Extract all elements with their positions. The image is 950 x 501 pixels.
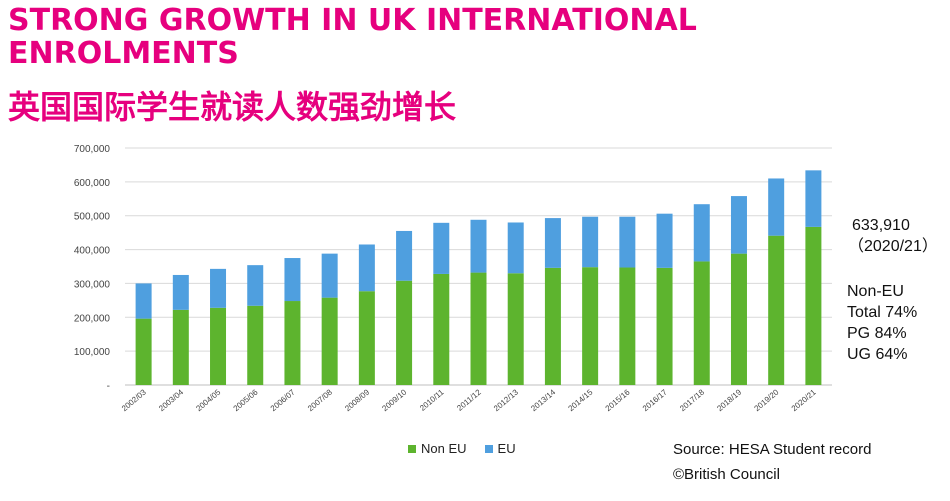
x-tick-label: 2010/11 <box>418 387 446 412</box>
y-tick-label: 600,000 <box>74 178 111 189</box>
noneu-heading: Non-EU <box>847 283 904 300</box>
x-tick-label: 2015/16 <box>604 387 632 413</box>
y-tick-label: 100,000 <box>74 347 111 358</box>
bar-non-eu <box>321 297 338 385</box>
bar-non-eu <box>544 267 561 385</box>
bar-non-eu <box>135 318 152 385</box>
copyright-note: ©British Council <box>673 466 780 483</box>
bar-non-eu <box>656 267 673 385</box>
non-eu-swatch <box>408 444 416 453</box>
bar-non-eu <box>693 261 710 385</box>
bar-non-eu <box>358 291 375 385</box>
x-tick-label: 2017/18 <box>678 387 706 413</box>
bar-non-eu <box>805 226 822 385</box>
bar-eu <box>284 258 301 302</box>
eu-swatch <box>484 444 493 453</box>
x-tick-label: 2013/14 <box>529 387 557 413</box>
bar-non-eu <box>619 267 636 385</box>
x-tick-label: 2012/13 <box>492 387 520 413</box>
bar-eu <box>544 218 561 268</box>
bar-eu <box>247 265 264 306</box>
x-tick-label: 2019/20 <box>753 387 781 413</box>
bar-eu <box>656 213 673 268</box>
bar-non-eu <box>210 307 227 385</box>
legend-item-non-eu: Non EU <box>408 441 467 456</box>
y-tick-label: 300,000 <box>74 279 111 290</box>
page-title-zh: 英国国际学生就读人数强劲增长 <box>8 88 457 126</box>
legend-label-non-eu: Non EU <box>421 441 467 456</box>
x-tick-label: 2020/21 <box>790 387 818 413</box>
total-value-annotation: 633,910 <box>852 217 910 234</box>
page-title-en: STRONG GROWTH IN UK INTERNATIONAL ENROLM… <box>8 3 697 71</box>
chart-legend: Non EU EU <box>408 441 534 456</box>
bar-non-eu <box>433 273 450 385</box>
bar-eu <box>135 283 152 319</box>
x-tick-label: 2014/15 <box>566 387 594 413</box>
legend-item-eu: EU <box>484 441 516 456</box>
x-tick-label: 2002/03 <box>120 387 148 413</box>
y-tick-label: 500,000 <box>74 212 111 223</box>
noneu-pg-share: PG 84% <box>847 325 907 342</box>
x-tick-label: 2016/17 <box>641 387 669 413</box>
x-tick-label: 2009/10 <box>380 387 408 413</box>
source-note: Source: HESA Student record <box>673 441 872 458</box>
y-tick-label: - <box>107 381 110 392</box>
legend-label-eu: EU <box>497 441 516 456</box>
y-tick-label: 400,000 <box>74 246 111 257</box>
bar-eu <box>210 268 227 308</box>
bar-non-eu <box>284 301 301 385</box>
bar-non-eu <box>247 305 264 385</box>
bar-eu <box>470 219 487 273</box>
y-axis-ticks: - 100,000 200,000 300,000 400,000 500,000 600,… <box>74 144 111 392</box>
x-tick-label: 2007/08 <box>306 387 334 413</box>
bar-eu <box>693 204 710 262</box>
bar-non-eu <box>507 273 524 385</box>
noneu-total-share: Total 74% <box>847 304 918 321</box>
x-tick-label: 2018/19 <box>715 387 743 413</box>
y-tick-label: 200,000 <box>74 313 111 324</box>
x-tick-label: 2004/05 <box>194 387 222 413</box>
bar-non-eu <box>470 272 487 385</box>
bar-non-eu <box>768 235 785 385</box>
bar-eu <box>358 244 375 292</box>
bar-non-eu <box>582 267 599 385</box>
bar-eu <box>507 222 524 274</box>
total-year-annotation: （2020/21） <box>848 238 938 255</box>
x-axis-ticks: 2002/03 2003/04 2004/05 2005/06 2006/07 2007/… <box>120 387 818 413</box>
bar-eu <box>172 274 189 310</box>
bar-eu <box>730 196 747 254</box>
bar-non-eu <box>730 253 747 385</box>
bar-non-eu <box>396 280 413 385</box>
y-tick-label: 700,000 <box>74 144 111 155</box>
bar-eu <box>582 216 599 268</box>
x-tick-label: 2006/07 <box>269 387 297 413</box>
bar-eu <box>768 178 785 236</box>
x-tick-label: 2011/12 <box>455 387 483 412</box>
bars <box>135 170 822 385</box>
x-tick-label: 2003/04 <box>157 387 185 413</box>
bar-eu <box>619 216 636 268</box>
bar-eu <box>433 222 450 274</box>
bar-eu <box>805 170 822 227</box>
x-tick-label: 2005/06 <box>232 387 260 413</box>
noneu-ug-share: UG 64% <box>847 346 908 363</box>
bar-eu <box>396 230 413 281</box>
bar-eu <box>321 253 338 298</box>
bar-non-eu <box>172 309 189 385</box>
x-tick-label: 2008/09 <box>343 387 371 413</box>
